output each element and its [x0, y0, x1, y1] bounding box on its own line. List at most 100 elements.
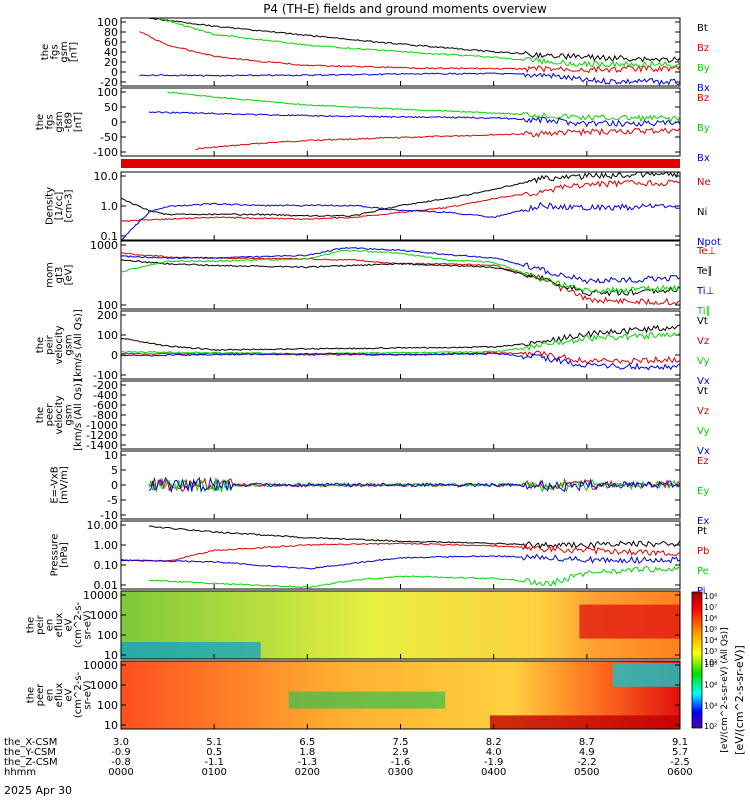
series-line-red	[195, 127, 681, 150]
legend-entry: Vy	[697, 426, 710, 437]
legend-entry: Bx	[697, 83, 710, 94]
series-line-red	[139, 31, 681, 74]
panel-10: 10000 1000 100 10 thepeerenefluxeV(cm^2-s-sr…	[26, 659, 681, 732]
y-tick-label: 1000	[90, 239, 118, 252]
panel-7: 10 5 0 -5 -10 E=-VxB[mV/m] Ez Ey Ex	[49, 449, 709, 527]
series-line-green	[120, 332, 681, 355]
y-axis-label: en	[45, 619, 56, 632]
y-tick-label: -50	[100, 131, 118, 144]
data-gap-band	[121, 159, 680, 168]
series-line-blue	[139, 72, 681, 87]
y-axis-label: [cm-3]	[64, 189, 75, 222]
x-tick-label: 6.5	[299, 737, 315, 748]
y-axis-label: gsm	[64, 334, 75, 355]
colorbar-tick: 10⁸	[704, 592, 717, 601]
legend-entry: Pi	[697, 586, 706, 597]
series-line-blue	[120, 352, 681, 371]
series-line-blue	[148, 111, 681, 128]
x-tick-label: -0.8	[111, 757, 131, 768]
y-tick-label: 0	[111, 349, 118, 362]
plot-title: P4 (TH-E) fields and ground moments over…	[263, 2, 547, 16]
y-tick-label: -600	[93, 399, 118, 412]
y-axis-label: Density	[45, 187, 56, 225]
series-line-black	[148, 17, 681, 63]
x-tick-label: -1.9	[484, 757, 504, 768]
legend-entry: Vx	[697, 376, 710, 387]
legend-entry: Ex	[697, 516, 709, 527]
colorbar-tick: 10⁴	[704, 701, 717, 710]
panel-6: -200-400-600-800-1000-1200-1400 thepeerve…	[35, 379, 710, 457]
colorbar-label: [eV/(cm^2-s-sr-eV) (All Qs)]	[720, 627, 730, 752]
x-tick-label: 0300	[388, 767, 413, 778]
y-tick-label: -100	[93, 369, 118, 382]
series-line-green	[120, 249, 681, 294]
x-tick-label: 7.5	[393, 737, 409, 748]
legend-entry: Vx	[697, 446, 710, 457]
panel-frame	[120, 450, 681, 520]
y-axis-label: -t89	[64, 112, 75, 132]
y-axis-label: sr-eV)	[83, 610, 94, 639]
series-line-green	[148, 565, 681, 589]
x-tick-label: -1.1	[204, 757, 224, 768]
x-tick-label: 4.0	[486, 747, 502, 758]
legend-entry: Pb	[697, 546, 709, 557]
series-line-green	[148, 477, 681, 493]
y-tick-label: -20	[100, 76, 118, 89]
y-tick-label: 100	[97, 16, 118, 29]
legend-entry: Ti⊥	[696, 286, 714, 297]
spectrogram-band	[489, 715, 680, 729]
y-tick-label: -1400	[86, 439, 118, 452]
y-tick-label: 100	[97, 86, 118, 99]
y-tick-label: 10.00	[87, 519, 119, 532]
legend-entry: Bz	[697, 93, 709, 104]
y-axis-label: gt3	[54, 267, 65, 284]
y-tick-label: 1000	[90, 609, 118, 622]
y-axis-label: gsm	[59, 41, 70, 62]
y-tick-label: 0	[111, 116, 118, 129]
x-row-label: the_Y-CSM	[4, 747, 56, 758]
y-tick-label: 10	[104, 649, 118, 662]
panel-8: 10.00 1.00 0.10 0.01 Pressure[nPa] Pt Pb Pe Pi	[49, 519, 709, 597]
y-axis-label: [nT]	[68, 42, 79, 62]
x-tick-label: -2.5	[670, 757, 690, 768]
y-tick-label: 0.01	[94, 579, 119, 592]
spectrogram-band	[288, 691, 446, 709]
panel-frame	[120, 240, 681, 310]
y-tick-label: 10	[104, 719, 118, 732]
y-tick-label: 200	[97, 309, 118, 322]
x-tick-label: 0200	[295, 767, 320, 778]
y-tick-label: 0.10	[94, 559, 119, 572]
y-axis-label: fgs	[45, 114, 56, 129]
x-tick-label: 5.7	[672, 747, 688, 758]
y-tick-label: 100	[97, 629, 118, 642]
colorbar-tick: 10⁵	[704, 625, 717, 634]
y-axis-label: the	[35, 337, 46, 353]
y-tick-label: 0	[111, 479, 118, 492]
x-row-label: the_X-CSM	[4, 737, 57, 748]
y-axis-label: the	[26, 617, 37, 633]
x-tick-label: 8.7	[579, 737, 595, 748]
y-axis-label: (cm^2-s-	[73, 601, 84, 648]
legend-entry: Te∥	[696, 266, 713, 277]
colorbar-tick: 10⁶	[704, 681, 717, 690]
panel-frame	[120, 310, 681, 380]
legend-entry: Ne	[697, 177, 711, 188]
y-tick-label: 100	[97, 299, 118, 312]
legend-entry: Bz	[697, 43, 709, 54]
date-label: 2025 Apr 30	[4, 784, 72, 797]
y-axis-label: the	[35, 114, 46, 130]
series-line-black	[120, 259, 680, 297]
y-axis-label: gsm	[64, 404, 75, 425]
y-tick-label: 10.0	[94, 170, 119, 183]
y-axis-label: en	[45, 689, 56, 702]
y-axis-label: (cm^2-s-	[73, 671, 84, 718]
y-axis-label: [nPa]	[59, 542, 70, 568]
y-tick-label: 80	[104, 26, 118, 39]
legend-entry: Vz	[697, 406, 709, 417]
y-axis-label: the	[40, 44, 51, 60]
x-row-label: hhmm	[4, 767, 36, 778]
y-tick-label: 20	[104, 56, 118, 69]
